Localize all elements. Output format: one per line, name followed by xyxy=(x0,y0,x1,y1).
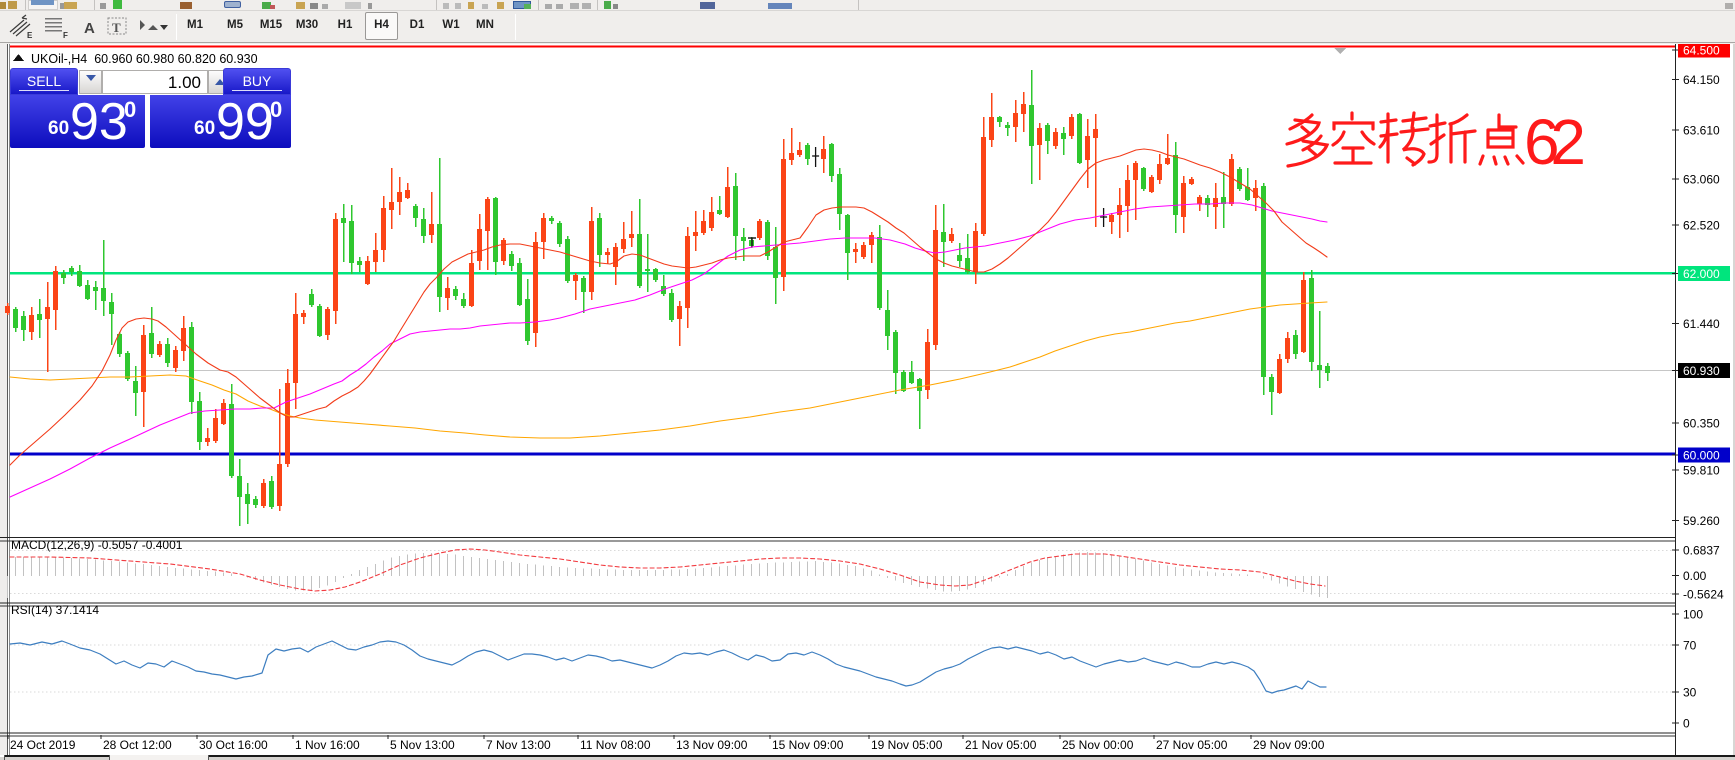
svg-text:5 Nov 13:00: 5 Nov 13:00 xyxy=(390,738,455,752)
svg-text:29 Nov 09:00: 29 Nov 09:00 xyxy=(1253,738,1325,752)
svg-text:0.00: 0.00 xyxy=(1683,569,1707,583)
svg-text:19 Nov 05:00: 19 Nov 05:00 xyxy=(871,738,943,752)
svg-text:UKOil-,H4 60.960 60.980 60.82: UKOil-,H4 60.960 60.980 60.820 60.930 xyxy=(31,52,258,66)
svg-text:28 Oct 12:00: 28 Oct 12:00 xyxy=(103,738,172,752)
svg-text:7 Nov 13:00: 7 Nov 13:00 xyxy=(486,738,551,752)
svg-text:F: F xyxy=(63,31,68,40)
svg-text:60.930: 60.930 xyxy=(1683,364,1720,378)
svg-text:60.350: 60.350 xyxy=(1683,417,1720,431)
svg-text:T: T xyxy=(112,20,121,35)
svg-text:0.6837: 0.6837 xyxy=(1683,544,1720,558)
svg-text:RSI(14) 37.1414: RSI(14) 37.1414 xyxy=(11,603,99,617)
svg-text:59.260: 59.260 xyxy=(1683,514,1720,528)
svg-text:13 Nov 09:00: 13 Nov 09:00 xyxy=(676,738,748,752)
svg-text:61.440: 61.440 xyxy=(1683,317,1720,331)
svg-text:62.000: 62.000 xyxy=(1683,267,1720,281)
svg-text:11 Nov 08:00: 11 Nov 08:00 xyxy=(580,738,651,752)
svg-text:100: 100 xyxy=(1683,608,1703,622)
svg-text:30: 30 xyxy=(1683,686,1697,700)
svg-text:63.610: 63.610 xyxy=(1683,124,1720,138)
svg-text:15 Nov 09:00: 15 Nov 09:00 xyxy=(772,738,844,752)
svg-text:0: 0 xyxy=(1683,717,1690,731)
svg-text:62: 62 xyxy=(1524,106,1586,178)
svg-text:30 Oct 16:00: 30 Oct 16:00 xyxy=(199,738,268,752)
svg-text:70: 70 xyxy=(1683,639,1697,653)
svg-text:24 Oct 2019: 24 Oct 2019 xyxy=(10,738,76,752)
svg-text:A: A xyxy=(84,20,95,37)
svg-text:1 Nov 16:00: 1 Nov 16:00 xyxy=(295,738,360,752)
svg-text:MACD(12,26,9) -0.5057 -0.4001: MACD(12,26,9) -0.5057 -0.4001 xyxy=(11,538,183,552)
svg-text:25 Nov 00:00: 25 Nov 00:00 xyxy=(1062,738,1134,752)
svg-text:-0.5624: -0.5624 xyxy=(1683,588,1724,602)
svg-text:21 Nov 05:00: 21 Nov 05:00 xyxy=(965,738,1037,752)
svg-text:64.150: 64.150 xyxy=(1683,73,1720,87)
svg-text:27 Nov 05:00: 27 Nov 05:00 xyxy=(1156,738,1228,752)
svg-text:59.810: 59.810 xyxy=(1683,464,1720,478)
svg-text:63.060: 63.060 xyxy=(1683,173,1720,187)
svg-text:64.500: 64.500 xyxy=(1683,44,1720,58)
svg-text:E: E xyxy=(27,31,33,40)
svg-text:62.520: 62.520 xyxy=(1683,219,1720,233)
svg-text:60.000: 60.000 xyxy=(1683,449,1720,463)
